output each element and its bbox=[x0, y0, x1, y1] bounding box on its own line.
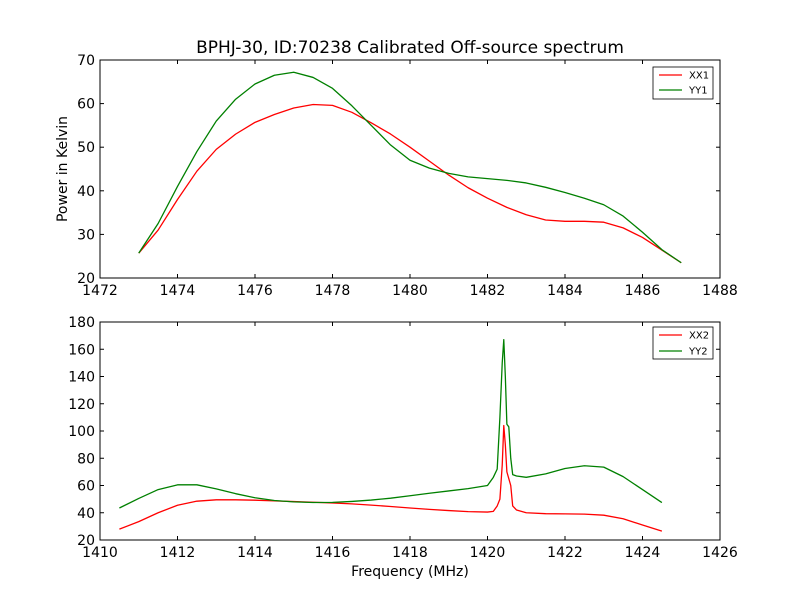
bottom-y-tick-label: 140 bbox=[68, 370, 95, 386]
top-x-tick-label: 1482 bbox=[470, 283, 506, 299]
top-x-tick-label: 1472 bbox=[82, 283, 118, 299]
bottom-y-tick-label: 60 bbox=[77, 479, 95, 495]
top-y-axis-label: Power in Kelvin bbox=[55, 116, 71, 222]
bottom-x-tick-label: 1412 bbox=[160, 545, 196, 561]
bottom-x-tick-label: 1410 bbox=[82, 545, 118, 561]
bottom-x-tick-label: 1416 bbox=[315, 545, 351, 561]
bottom-axes-frame bbox=[99, 321, 721, 541]
legend-label-yy1: YY1 bbox=[688, 86, 708, 97]
bottom-x-tick-label: 1418 bbox=[392, 545, 428, 561]
bottom-y-tick-label: 20 bbox=[77, 533, 95, 549]
top-axes-frame bbox=[99, 59, 721, 279]
top-x-tick-label: 1476 bbox=[237, 283, 273, 299]
legend-label-xx1: XX1 bbox=[689, 71, 709, 82]
series-line-xx1 bbox=[138, 103, 682, 264]
bottom-y-tick-label: 160 bbox=[68, 342, 95, 358]
top-ticks: 1472 1474 1476 1478 1480 1482 1484 1486 1488 20 30… bbox=[77, 53, 738, 299]
bottom-y-tick-label: 180 bbox=[68, 315, 95, 331]
bottom-ticks: 1410 1412 1414 1416 1418 1420 1422 1424 1426 20 40… bbox=[68, 315, 738, 561]
top-x-tick-label: 1480 bbox=[392, 283, 428, 299]
legend-label-xx2: XX2 bbox=[689, 331, 709, 342]
bottom-legend: XX2 YY2 bbox=[652, 326, 714, 360]
top-subplot: BPHJ-30, ID:70238 Calibrated Off-source … bbox=[55, 38, 738, 299]
bottom-x-axis-label: Frequency (MHz) bbox=[351, 564, 469, 580]
top-legend-box bbox=[652, 66, 714, 100]
bottom-plot-area bbox=[119, 339, 663, 532]
bottom-x-tick-label: 1424 bbox=[625, 545, 661, 561]
top-plot-area bbox=[138, 71, 682, 264]
bottom-x-tick-label: 1422 bbox=[547, 545, 583, 561]
top-y-tick-label: 60 bbox=[77, 97, 95, 113]
bottom-y-tick-label: 100 bbox=[68, 424, 95, 440]
top-y-tick-label: 70 bbox=[77, 53, 95, 69]
bottom-y-tick-label: 80 bbox=[77, 451, 95, 467]
top-x-tick-label: 1488 bbox=[702, 283, 738, 299]
top-x-tick-label: 1474 bbox=[160, 283, 196, 299]
bottom-subplot: Frequency (MHz) 1410 1412 1414 1416 1418 1420… bbox=[68, 315, 738, 580]
series-line-yy1 bbox=[138, 71, 682, 264]
bottom-y-tick-label: 40 bbox=[77, 506, 95, 522]
top-y-tick-label: 40 bbox=[77, 184, 95, 200]
top-x-tick-label: 1486 bbox=[625, 283, 661, 299]
top-y-tick-label: 30 bbox=[77, 227, 95, 243]
top-y-tick-label: 20 bbox=[77, 271, 95, 287]
top-legend: XX1 YY1 bbox=[652, 66, 714, 100]
bottom-x-tick-label: 1414 bbox=[237, 545, 273, 561]
legend-label-yy2: YY2 bbox=[688, 347, 708, 358]
top-y-tick-label: 50 bbox=[77, 140, 95, 156]
bottom-y-tick-label: 120 bbox=[68, 397, 95, 413]
bottom-x-tick-label: 1420 bbox=[470, 545, 506, 561]
top-x-tick-label: 1478 bbox=[315, 283, 351, 299]
series-line-xx2 bbox=[119, 424, 663, 532]
top-x-tick-label: 1484 bbox=[547, 283, 583, 299]
series-line-yy2 bbox=[119, 339, 663, 509]
bottom-x-tick-label: 1426 bbox=[702, 545, 738, 561]
bottom-legend-box bbox=[652, 326, 714, 360]
top-chart-title: BPHJ-30, ID:70238 Calibrated Off-source … bbox=[196, 38, 624, 58]
